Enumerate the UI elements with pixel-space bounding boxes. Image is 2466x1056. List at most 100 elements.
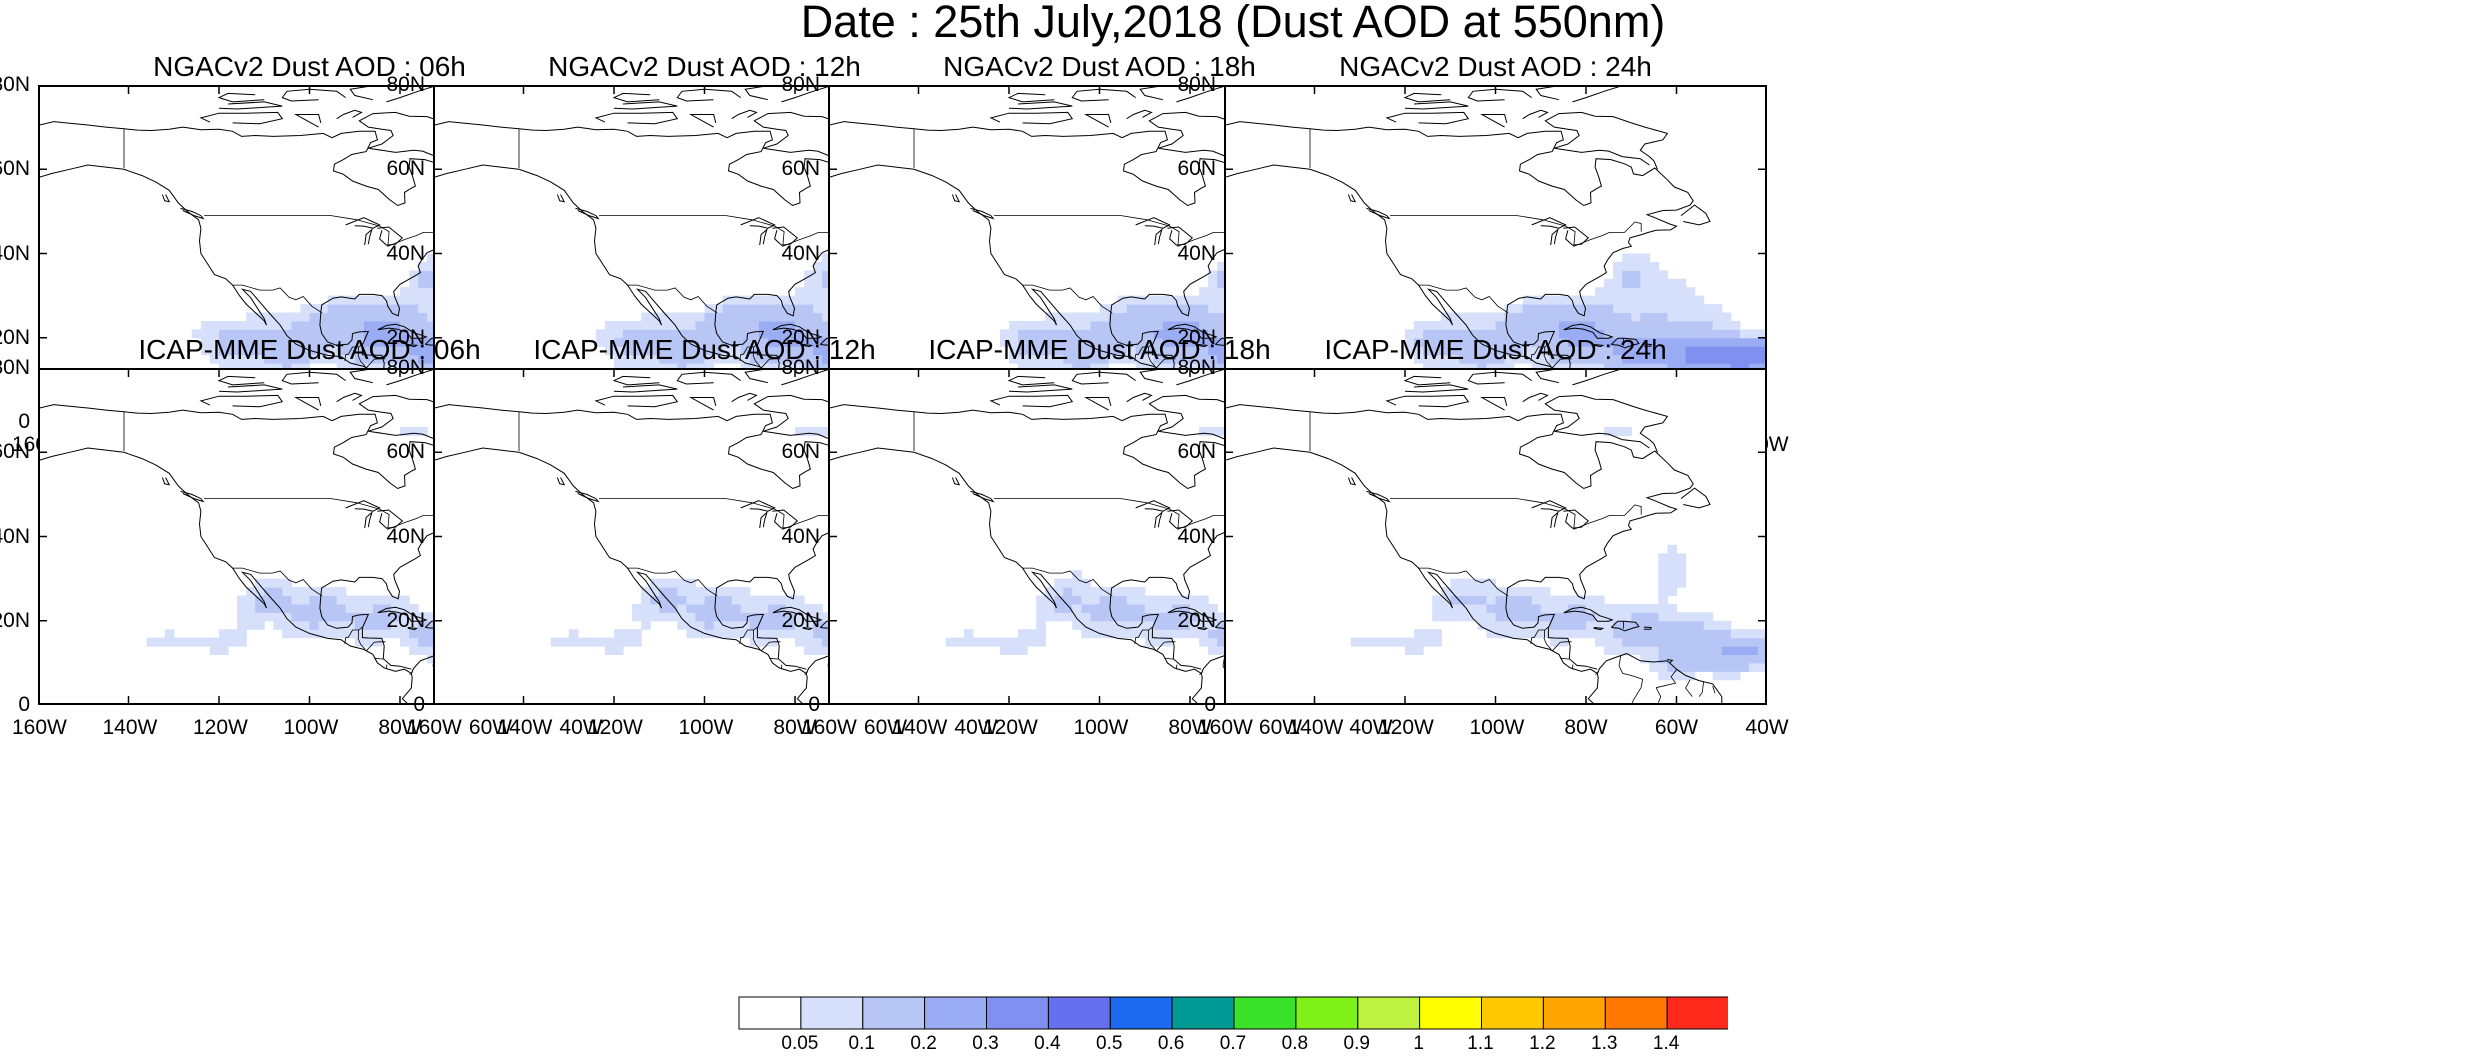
lon-tick-label: 80W [1168,716,1212,739]
lat-tick-label: 60N [386,157,425,181]
colorbar-label: 0.4 [1034,1033,1061,1054]
lat-tick-label: 20N [0,325,30,349]
colorbar-swatch [1666,996,1728,1030]
colorbar-swatch [1542,996,1606,1030]
lon-tick-label: 60W [1654,716,1699,739]
lat-tick-label: 80N [781,73,820,96]
colorbar-label: 0.05 [781,1033,819,1054]
colorbar-label: 1.2 [1529,1033,1556,1054]
colorbar-swatch [1047,996,1111,1030]
lat-tick-label: 60N [781,157,820,181]
colorbar-label: 1.1 [1467,1033,1494,1054]
lon-tick-label: 40W [1745,716,1789,739]
panel-title: NGACv2 Dust AOD : 06h [153,51,466,82]
panel-title: NGACv2 Dust AOD : 12h [548,51,861,82]
colorbar-swatch [1233,996,1297,1030]
panel-title: NGACv2 Dust AOD : 24h [1339,51,1652,82]
coastlines [1224,368,1723,705]
lon-tick-label: 120W [983,716,1038,739]
colorbar-label: 0.9 [1343,1033,1370,1054]
lat-tick-label: 40N [781,241,820,265]
lat-tick-label: 20N [386,608,425,632]
colorbar-swatch [1109,996,1173,1030]
lon-tick-label: 100W [1073,716,1129,739]
figure-title: Date : 25th July,2018 (Dust AOD at 550nm… [800,0,1666,47]
lon-tick-label: 100W [1469,716,1525,739]
lon-tick-label: 100W [678,716,734,739]
lon-tick-label: 160W [802,716,857,739]
lon-tick-label: 120W [588,716,643,739]
lat-tick-label: 40N [0,241,30,265]
lon-tick-label: 40W [559,716,603,739]
colorbar-swatch [1604,996,1668,1030]
lon-tick-label: 140W [892,716,948,739]
lat-tick-label: 60N [0,440,30,464]
lat-tick-label: 80N [0,356,30,379]
lon-tick-label: 160W [12,716,67,739]
lat-tick-label: 20N [781,608,820,632]
lat-tick-label: 0 [18,693,30,716]
colorbar-swatch [862,996,926,1030]
colorbar-swatch [1295,996,1359,1030]
lat-tick-label: 0 [1204,693,1216,716]
colorbar-label: 1.3 [1591,1033,1618,1054]
lon-tick-label: 40W [1349,716,1393,739]
lat-tick-label: 40N [386,241,425,265]
colorbar [738,996,1728,1030]
lat-tick-label: 0 [413,693,425,716]
lon-tick-label: 60W [863,716,908,739]
lat-tick-label: 20N [781,325,820,349]
lat-tick-label: 40N [781,524,820,548]
lon-tick-label: 140W [102,716,158,739]
lon-tick-label: 100W [283,716,339,739]
lat-tick-label: 60N [0,157,30,181]
colorbar-swatch [738,996,802,1030]
lat-tick-label: 80N [386,73,425,96]
lon-tick-label: 140W [497,716,553,739]
dust-field [1405,253,1767,398]
lon-tick-label: 120W [1379,716,1434,739]
colorbar-swatch [800,996,864,1030]
lat-tick-label: 0 [808,693,820,716]
lat-tick-label: 60N [1177,157,1216,181]
lat-tick-label: 40N [0,524,30,548]
colorbar-label: 0.5 [1096,1033,1123,1054]
lat-tick-label: 80N [1177,73,1216,96]
colorbar-label: 0.1 [848,1033,875,1054]
panel-title: NGACv2 Dust AOD : 18h [943,51,1256,82]
lat-tick-label: 0 [18,410,30,433]
colorbar-label: 0.6 [1157,1033,1185,1054]
lon-tick-label: 60W [468,716,513,739]
colorbar-swatch [924,996,988,1030]
lat-tick-label: 60N [386,440,425,464]
lat-tick-label: 60N [781,440,820,464]
lon-tick-label: 80W [378,716,422,739]
panel-title: ICAP-MME Dust AOD : 06h [138,334,481,365]
lon-tick-label: 160W [1198,716,1253,739]
lon-tick-label: 60W [1258,716,1303,739]
colorbar-label: 1 [1413,1033,1424,1054]
colorbar-label: 0.3 [972,1033,999,1054]
lon-tick-label: 140W [1288,716,1344,739]
lat-tick-label: 80N [0,73,30,96]
dust-aod-map [1224,85,1767,422]
lat-tick-label: 20N [0,608,30,632]
lat-tick-label: 80N [781,356,820,379]
dust-aod-map [1224,368,1767,705]
colorbar-swatch [986,996,1049,1030]
colorbar-swatch [1171,996,1235,1030]
lat-tick-label: 40N [1177,241,1216,265]
colorbar-label: 0.7 [1219,1033,1247,1054]
panel-title: ICAP-MME Dust AOD : 24h [1324,334,1667,365]
colorbar-swatch [1357,996,1421,1030]
lat-tick-label: 80N [1177,356,1216,379]
colorbar-label: 0.8 [1281,1033,1309,1054]
lat-tick-label: 60N [1177,440,1216,464]
lon-tick-label: 160W [407,716,462,739]
lat-tick-label: 20N [1177,325,1216,349]
colorbar-swatch [1481,996,1544,1030]
panel-title: ICAP-MME Dust AOD : 18h [928,334,1271,365]
lat-tick-label: 20N [1177,608,1216,632]
lat-tick-label: 40N [386,524,425,548]
lat-tick-label: 40N [1177,524,1216,548]
